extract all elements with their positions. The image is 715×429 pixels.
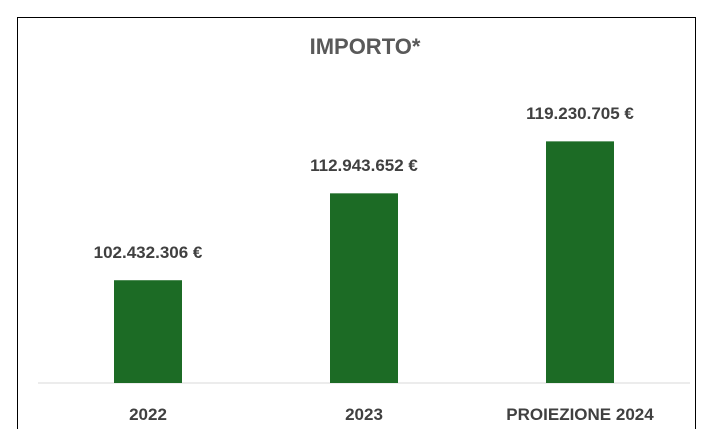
bar [546,141,614,383]
data-label: 112.943.652 € [310,156,418,176]
x-tick-label: 2023 [345,405,383,424]
chart-frame [17,17,696,429]
x-tick-label: 2022 [129,405,167,424]
bar [330,193,398,383]
chart-title: IMPORTO* [309,34,421,59]
data-label: 119.230.705 € [526,104,634,124]
bar [114,280,182,383]
data-label: 102.432.306 € [93,243,203,263]
x-tick-label: PROIEZIONE 2024 [506,405,654,424]
